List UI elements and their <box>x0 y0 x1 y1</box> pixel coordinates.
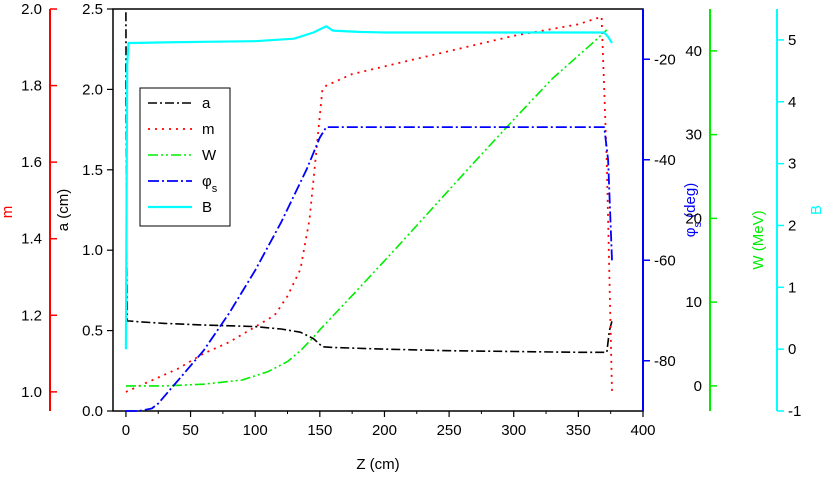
a-axis-tick-label: 0.0 <box>82 403 103 420</box>
series-line-a <box>125 12 613 354</box>
m-axis-label: m <box>0 206 16 219</box>
x-tick-label: 250 <box>437 422 462 439</box>
series-line-m <box>125 15 613 393</box>
a-axis-tick-label: 1.0 <box>82 242 103 259</box>
series-line-phi <box>125 126 613 412</box>
legend-label-phi: φs <box>202 173 218 195</box>
b-axis-tick-label: 5 <box>788 32 796 49</box>
w-axis-label: W (MeV) <box>750 210 767 269</box>
x-tick-label: 350 <box>566 422 591 439</box>
legend-box <box>139 87 231 227</box>
phi-axis-tick-label: -20 <box>654 51 676 68</box>
b-axis-tick-label: -1 <box>788 403 801 420</box>
series-line-w <box>125 29 608 387</box>
b-axis-tick-label: 4 <box>788 94 796 111</box>
x-tick-label: 0 <box>122 422 130 439</box>
b-axis-tick-label: 0 <box>788 341 796 358</box>
m-axis-tick-label: 1.4 <box>21 231 42 248</box>
x-tick-label: 100 <box>243 422 268 439</box>
series-line-b <box>124 25 613 350</box>
x-tick-label: 300 <box>501 422 526 439</box>
a-axis-tick-label: 1.5 <box>82 162 103 179</box>
w-axis-tick-label: 0 <box>694 378 702 395</box>
phi-axis-tick-label: -60 <box>654 252 676 269</box>
b-axis-label: B <box>808 205 825 215</box>
x-axis-label: Z (cm) <box>356 456 399 473</box>
phi-axis-label: φs (deg) <box>682 183 704 237</box>
a-axis-tick-label: 2.0 <box>82 81 103 98</box>
legend-label-m: m <box>202 121 215 138</box>
b-axis-tick-label: 2 <box>788 217 796 234</box>
x-tick-label: 150 <box>307 422 332 439</box>
w-axis-tick-label: 30 <box>685 127 702 144</box>
m-axis-tick-label: 1.2 <box>21 307 42 324</box>
b-axis-tick-label: 1 <box>788 279 796 296</box>
m-axis-tick-label: 1.6 <box>21 154 42 171</box>
x-tick-label: 200 <box>372 422 397 439</box>
m-axis-tick-label: 1.8 <box>21 78 42 95</box>
w-axis-tick-label: 20 <box>685 210 702 227</box>
a-axis-label: a (cm) <box>55 189 72 232</box>
legend-label-a: a <box>202 95 211 112</box>
x-tick-label: 400 <box>630 422 655 439</box>
legend-label-w: W <box>202 147 217 164</box>
x-tick-label: 50 <box>182 422 199 439</box>
m-axis-tick-label: 2.0 <box>21 1 42 18</box>
a-axis-tick-label: 2.5 <box>82 1 103 18</box>
b-axis-tick-label: 3 <box>788 156 796 173</box>
a-axis-tick-label: 0.5 <box>82 323 103 340</box>
phi-axis-tick-label: -40 <box>654 152 676 169</box>
m-axis-tick-label: 1.0 <box>21 384 42 401</box>
phi-axis-tick-label: -80 <box>654 353 676 370</box>
legend-label-b: B <box>202 199 212 216</box>
w-axis-tick-label: 40 <box>685 43 702 60</box>
w-axis-tick-label: 10 <box>685 294 702 311</box>
